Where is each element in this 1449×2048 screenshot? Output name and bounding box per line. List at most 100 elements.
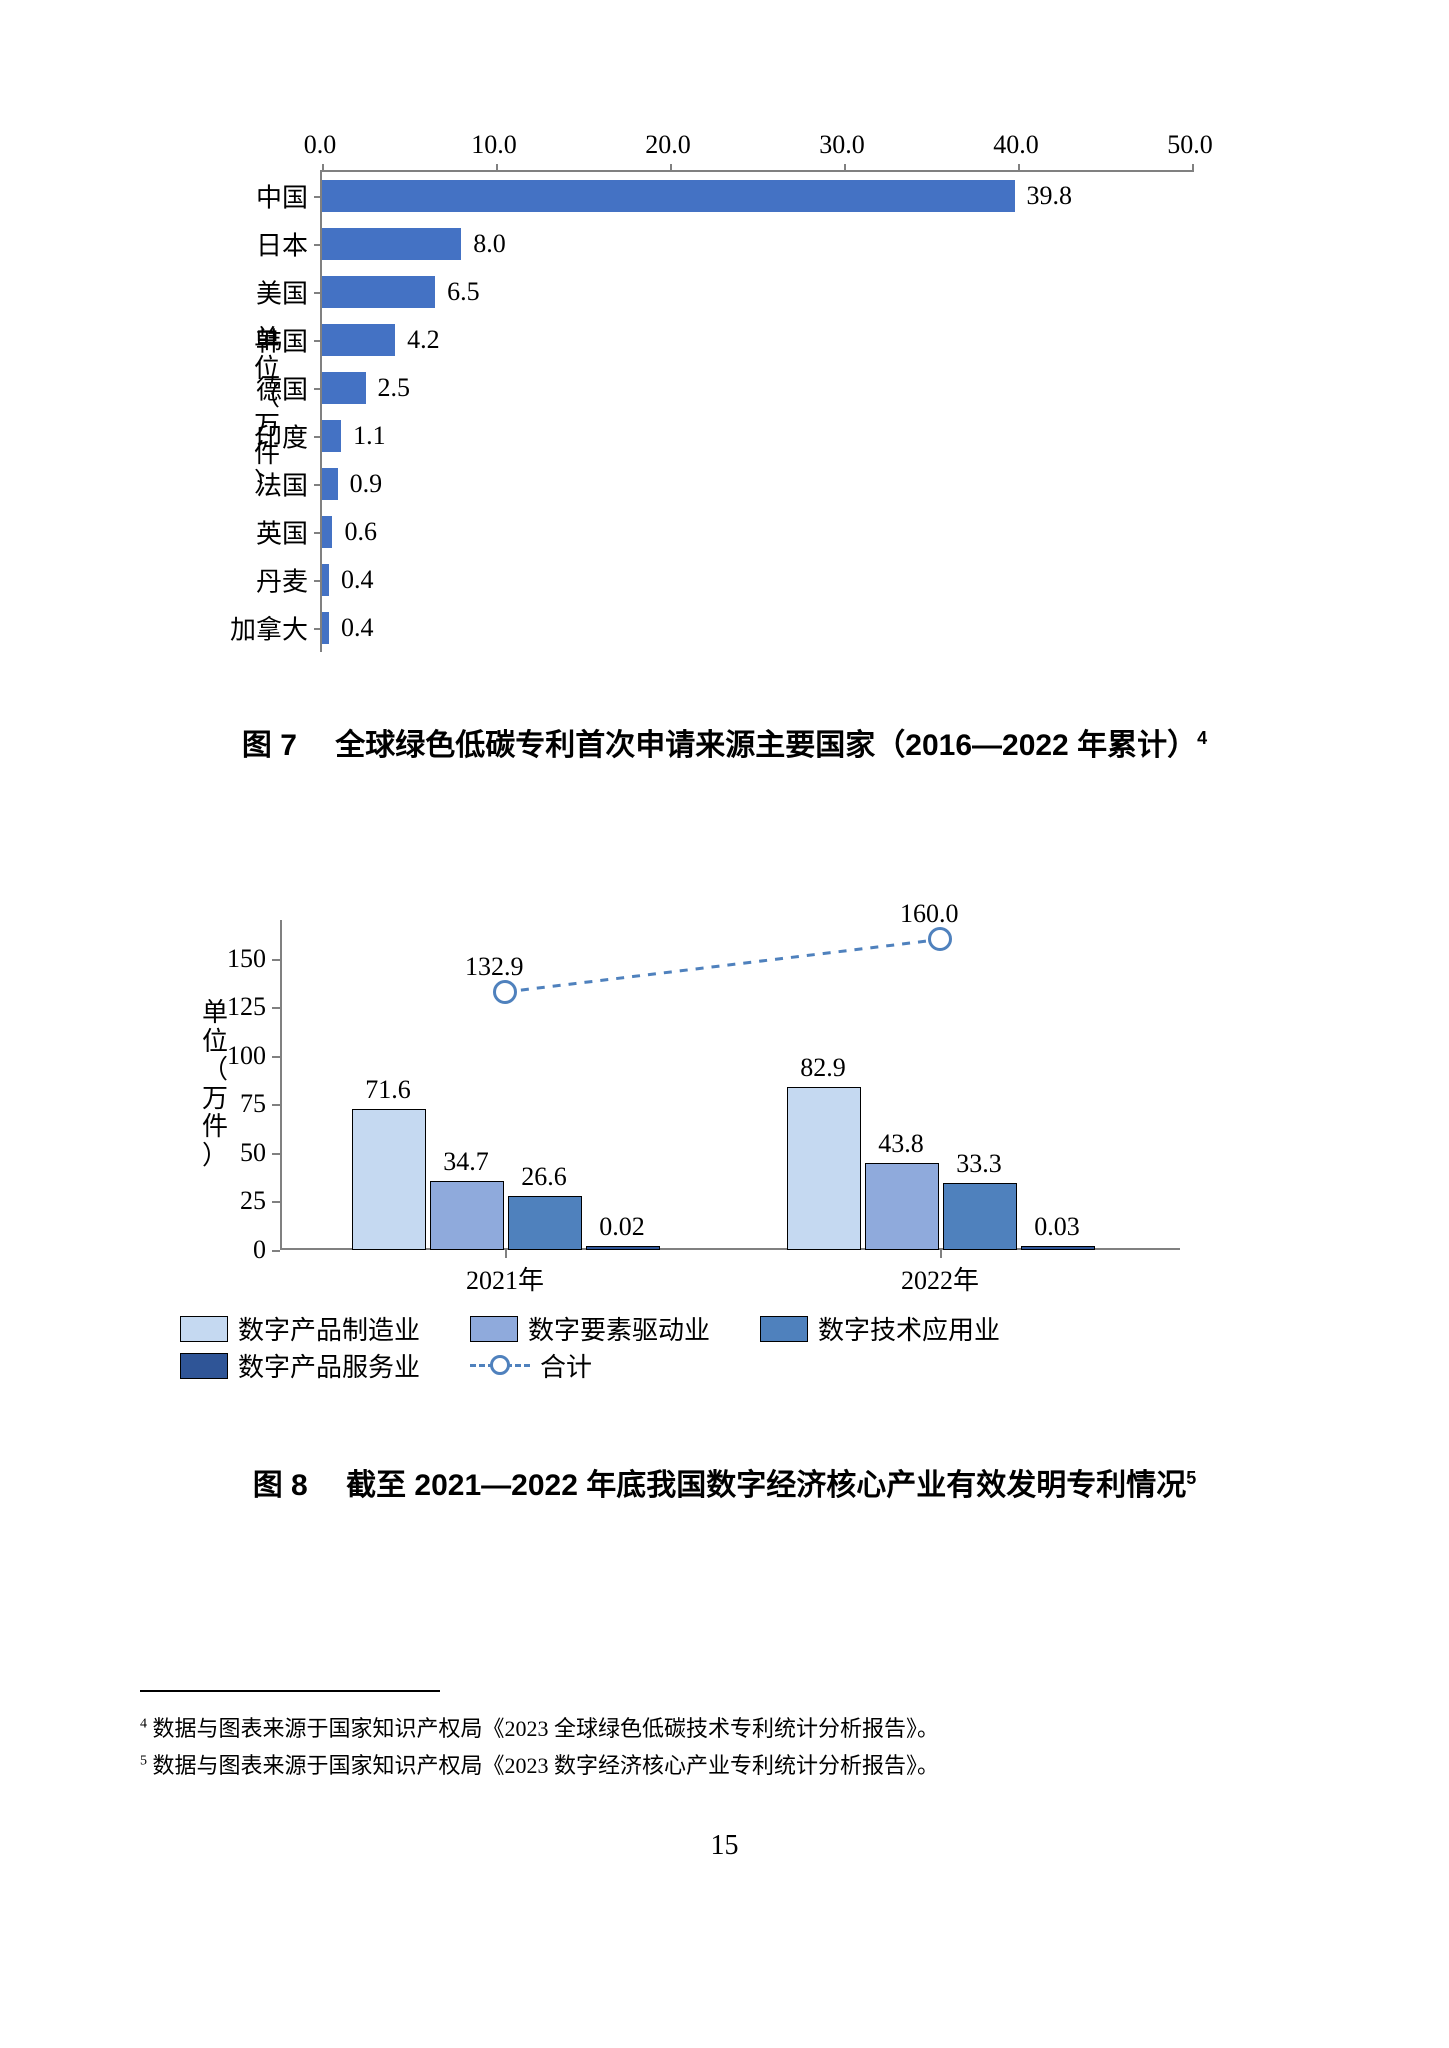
chart-2-bar (943, 1183, 1017, 1250)
chart-1-bar (322, 180, 1015, 212)
chart-1-bar (322, 324, 395, 356)
chart-2-y-tick-label: 100 (227, 1041, 266, 1071)
footnote-divider (140, 1690, 440, 1692)
chart-1-category-label: 丹麦 (256, 562, 308, 599)
chart-1-y-tick (314, 292, 322, 294)
chart-2-bar-label: 0.02 (599, 1212, 645, 1242)
chart-2-y-tick (272, 1056, 280, 1058)
chart-1-category-label: 中国 (256, 178, 308, 215)
chart-1-y-tick (314, 196, 322, 198)
chart-2-y-tick (272, 1104, 280, 1106)
chart-1-category-label: 印度 (256, 418, 308, 455)
footnote: 5 数据与图表来源于国家知识产权局《2023 数字经济核心产业专利统计分析报告》… (140, 1747, 1300, 1784)
chart-2-legend-item: 数字产品制造业 (180, 1310, 420, 1347)
chart-1-value-label: 0.4 (341, 613, 374, 643)
chart-1-bar (322, 228, 461, 260)
legend-label: 合计 (540, 1347, 592, 1384)
chart-1-y-tick (314, 484, 322, 486)
chart-1-y-tick (314, 532, 322, 534)
chart-1-category-label: 英国 (256, 514, 308, 551)
chart-2-y-tick-label: 75 (240, 1089, 266, 1119)
legend-label: 数字产品服务业 (238, 1347, 420, 1384)
chart-1-y-tick (314, 388, 322, 390)
chart-1: 0.010.020.030.040.050.0 单位（万件） 中国39.8日本8… (180, 130, 1200, 670)
chart-1-caption-text: 全球绿色低碳专利首次申请来源主要国家（2016—2022 年累计） (335, 729, 1197, 762)
chart-1-y-tick (314, 628, 322, 630)
chart-2-group-label: 2022年 (901, 1260, 979, 1297)
page: 0.010.020.030.040.050.0 单位（万件） 中国39.8日本8… (0, 0, 1449, 2048)
legend-swatch (470, 1316, 518, 1342)
chart-2-bar-label: 26.6 (521, 1162, 567, 1192)
chart-1-caption-sup: 4 (1197, 728, 1207, 748)
legend-swatch (760, 1316, 808, 1342)
chart-1-value-label: 8.0 (473, 229, 506, 259)
chart-1-y-tick (314, 244, 322, 246)
chart-1-row: 日本8.0 (322, 220, 1192, 268)
chart-2-y-tick (272, 959, 280, 961)
chart-2-total-marker (928, 927, 952, 951)
chart-2-caption: 图 8 截至 2021—2022 年底我国数字经济核心产业有效发明专利情况5 (0, 1460, 1449, 1504)
chart-2-y-tick-label: 25 (240, 1186, 266, 1216)
chart-1-row: 英国0.6 (322, 508, 1192, 556)
chart-1-value-label: 39.8 (1027, 181, 1073, 211)
chart-1-row: 德国2.5 (322, 364, 1192, 412)
chart-2-bar (787, 1087, 861, 1250)
chart-2-bar-label: 33.3 (956, 1149, 1002, 1179)
chart-2-x-tick (940, 1250, 942, 1258)
chart-1-x-tick-label: 40.0 (993, 130, 1039, 160)
chart-1-bar (322, 516, 332, 548)
chart-1-category-label: 德国 (256, 370, 308, 407)
legend-swatch (180, 1353, 228, 1379)
chart-2-caption-prefix: 图 8 (253, 1469, 308, 1502)
legend-circle-icon (490, 1355, 510, 1375)
chart-1-x-axis-labels: 0.010.020.030.040.050.0 (320, 130, 1190, 170)
chart-2-plot-area: 单位（万件） 025507510012515071.634.726.60.022… (280, 920, 1180, 1250)
legend-swatch (180, 1316, 228, 1342)
chart-1-bar (322, 420, 341, 452)
chart-2-total-marker (493, 980, 517, 1004)
chart-1-category-label: 日本 (256, 226, 308, 263)
chart-1-value-label: 6.5 (447, 277, 480, 307)
chart-1-bar (322, 372, 366, 404)
chart-1-row: 法国0.9 (322, 460, 1192, 508)
chart-1-bar (322, 468, 338, 500)
chart-1-value-label: 0.6 (344, 517, 377, 547)
chart-2-y-tick (272, 1250, 280, 1252)
page-number: 15 (0, 1830, 1449, 1862)
chart-1-bar (322, 276, 435, 308)
chart-2-y-tick-label: 50 (240, 1138, 266, 1168)
chart-2-y-tick (272, 1153, 280, 1155)
chart-1-x-tick (670, 164, 672, 172)
chart-2-legend-row: 数字产品制造业数字要素驱动业数字技术应用业 (180, 1310, 1200, 1347)
chart-1-x-tick-label: 20.0 (645, 130, 691, 160)
chart-2: 单位（万件） 025507510012515071.634.726.60.022… (180, 880, 1200, 1380)
chart-1-value-label: 0.4 (341, 565, 374, 595)
footnote: 4 数据与图表来源于国家知识产权局《2023 全球绿色低碳技术专利统计分析报告》… (140, 1710, 1300, 1747)
footnote-sup: 5 (140, 1754, 147, 1769)
chart-1-category-label: 美国 (256, 274, 308, 311)
legend-label: 数字要素驱动业 (528, 1310, 710, 1347)
chart-2-bar-label: 71.6 (365, 1075, 411, 1105)
chart-1-x-tick (1192, 164, 1194, 172)
chart-2-bar-label: 34.7 (443, 1147, 489, 1177)
chart-2-y-tick (272, 1007, 280, 1009)
chart-2-legend-item: 数字产品服务业 (180, 1347, 420, 1384)
chart-1-row: 韩国4.2 (322, 316, 1192, 364)
chart-2-caption-sup: 5 (1186, 1468, 1196, 1488)
chart-1-row: 丹麦0.4 (322, 556, 1192, 604)
chart-1-category-label: 韩国 (256, 322, 308, 359)
chart-2-bar (352, 1109, 426, 1250)
chart-2-y-tick-label: 125 (227, 992, 266, 1022)
footnotes: 4 数据与图表来源于国家知识产权局《2023 全球绿色低碳技术专利统计分析报告》… (140, 1710, 1300, 1785)
chart-2-connector-line (505, 939, 940, 992)
chart-2-y-tick-label: 150 (227, 944, 266, 974)
chart-2-y-axis (280, 920, 282, 1250)
chart-2-total-label: 160.0 (900, 899, 959, 929)
chart-1-x-tick (322, 164, 324, 172)
chart-2-bar (865, 1163, 939, 1250)
chart-2-bar-label: 43.8 (878, 1129, 924, 1159)
chart-1-y-tick (314, 340, 322, 342)
legend-label: 数字产品制造业 (238, 1310, 420, 1347)
chart-1-value-label: 1.1 (353, 421, 386, 451)
legend-line-icon (470, 1364, 530, 1391)
